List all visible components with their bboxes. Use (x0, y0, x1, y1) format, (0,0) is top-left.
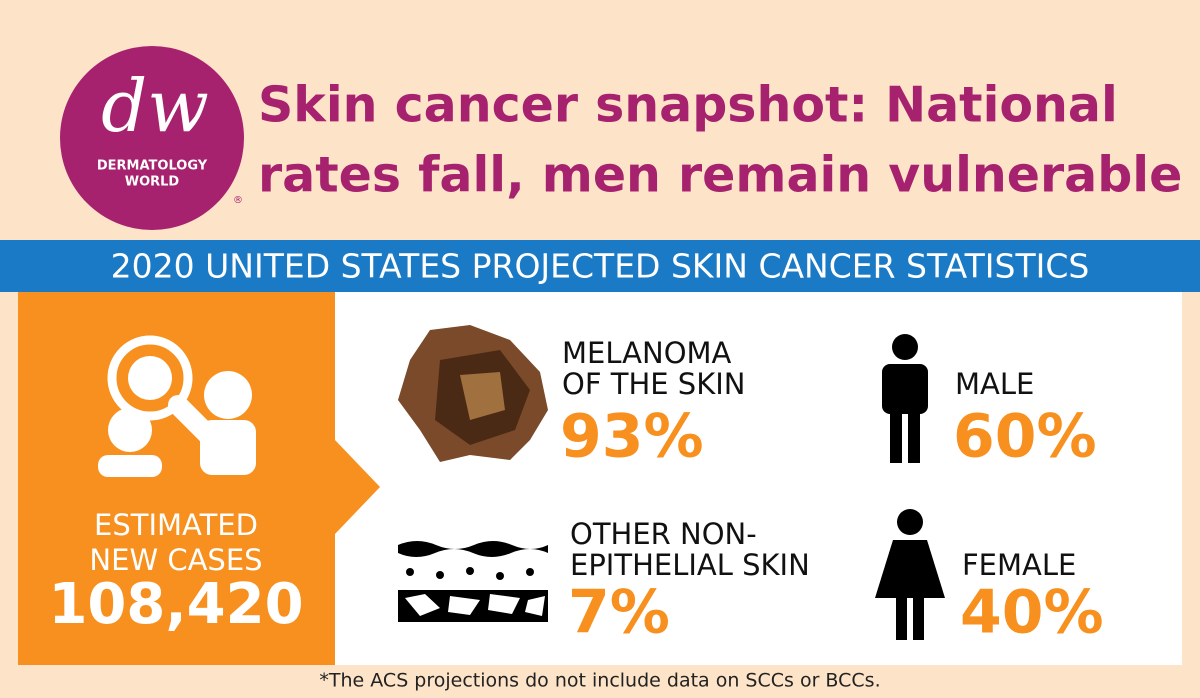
stat-value: 40% (960, 578, 1104, 648)
female-icon (875, 509, 945, 640)
footnote: *The ACS projections do not include data… (319, 670, 880, 692)
skin-layers-icon (398, 541, 548, 622)
stat-label: EPITHELIAL SKIN (570, 548, 810, 582)
total-label: ESTIMATED (94, 508, 258, 542)
stat-label: MALE (955, 367, 1034, 401)
people-icon (98, 356, 256, 477)
banner-text: 2020 UNITED STATES PROJECTED SKIN CANCER… (111, 247, 1090, 286)
title: Skin cancer snapshot: National (258, 77, 1118, 134)
logo-text: DERMATOLOGY (97, 159, 208, 174)
total-label: NEW CASES (89, 543, 262, 577)
stat-value: 7% (568, 578, 670, 648)
logo-registered: ® (233, 195, 243, 206)
banner (0, 240, 1200, 292)
stat-label: OTHER NON- (570, 517, 757, 551)
title: rates fall, men remain vulnerable (258, 147, 1182, 204)
stat-value: 60% (953, 402, 1097, 472)
logo-mark: dw (101, 64, 209, 148)
stat-label: MELANOMA (562, 336, 732, 370)
stat-value: 93% (560, 402, 704, 472)
logo-text: WORLD (125, 175, 180, 190)
melanoma-icon (398, 325, 548, 462)
male-icon (882, 334, 928, 463)
stat-label: FEMALE (962, 548, 1076, 582)
stat-label: OF THE SKIN (562, 367, 745, 401)
logo-circle (60, 46, 244, 230)
total-value: 108,420 (48, 572, 303, 637)
